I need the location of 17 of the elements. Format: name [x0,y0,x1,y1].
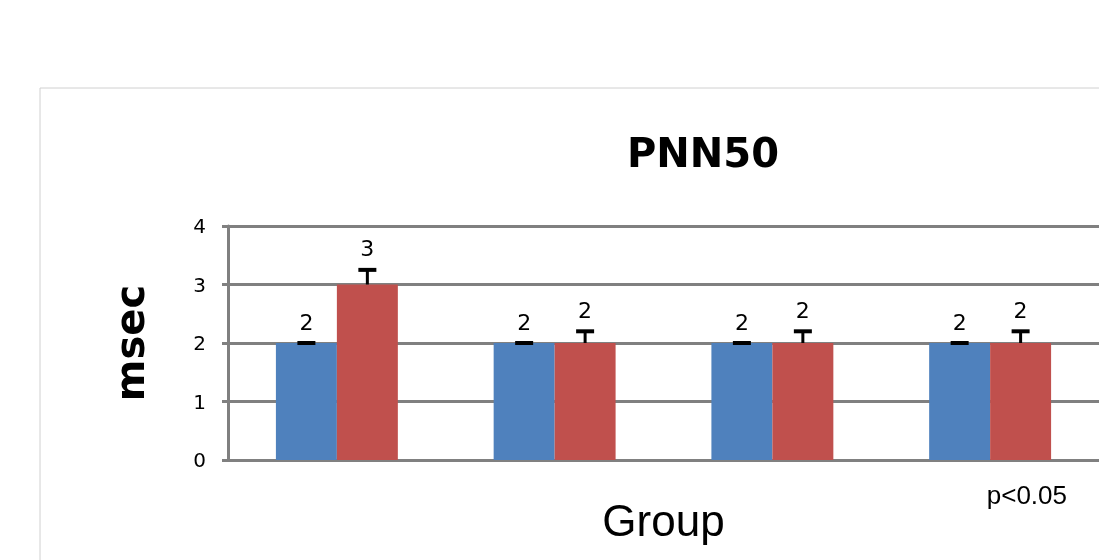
y-tick-label: 0 [193,448,206,472]
y-tick-label: 3 [193,272,206,297]
x-axis-title: Group [602,495,725,545]
data-label: 2 [1013,297,1028,323]
data-label: 2 [299,309,314,335]
y-tick-label: 2 [193,331,206,355]
data-label: 2 [952,309,967,335]
y-tick-label: 1 [193,389,206,414]
y-tick-label: 4 [193,214,206,238]
chart-title: PNN50 [627,130,779,176]
y-axis-title: msec [107,284,153,402]
data-label: 3 [360,236,375,262]
data-label: 2 [517,309,532,335]
text: p<0.05 [986,480,1067,510]
data-label: 2 [578,297,593,323]
data-label: 2 [734,309,749,335]
data-label: 2 [795,297,810,323]
